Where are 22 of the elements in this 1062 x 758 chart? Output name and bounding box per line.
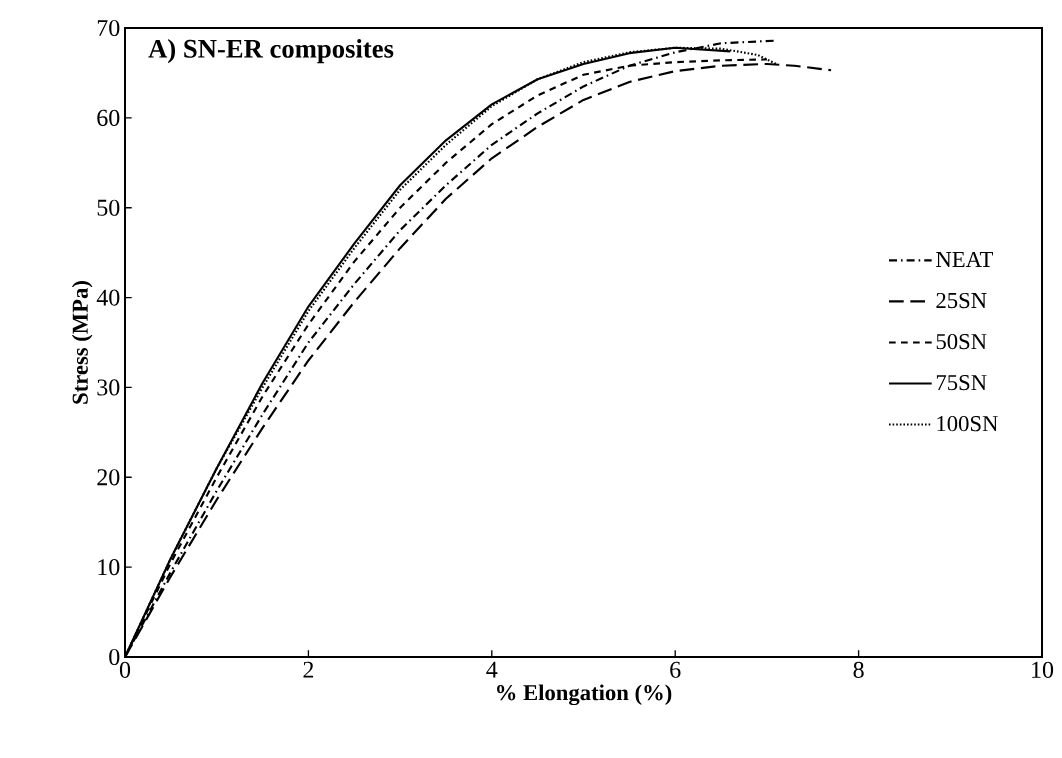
y-tick-label: 50 [97, 199, 120, 216]
legend-label: 25SN [936, 292, 987, 309]
y-tick-label: 60 [97, 109, 120, 126]
y-axis-title: Stress (MPa) [71, 281, 93, 404]
y-tick-label: 30 [97, 379, 120, 396]
chart-title: A) SN-ER composites [148, 39, 394, 64]
legend-label: 75SN [936, 374, 987, 391]
x-tick-label: 2 [303, 661, 314, 678]
y-tick-label: 10 [98, 559, 120, 576]
x-tick-label: 8 [853, 661, 864, 678]
x-tick-label: 10 [1032, 661, 1054, 678]
legend-label: 100SN [937, 415, 998, 432]
y-tick-label: 70 [97, 19, 120, 37]
y-tick-label: 20 [97, 469, 120, 486]
x-axis-title: % Elongation (%) [497, 684, 672, 706]
x-tick-label: 6 [670, 661, 681, 678]
legend-label: NEAT [936, 251, 993, 267]
legend-label: 50SN [936, 333, 987, 350]
y-tick-label: 40 [96, 289, 120, 306]
x-tick-label: 0 [119, 661, 131, 678]
y-tick-label: 0 [109, 648, 120, 666]
x-tick-label: 4 [486, 661, 498, 678]
